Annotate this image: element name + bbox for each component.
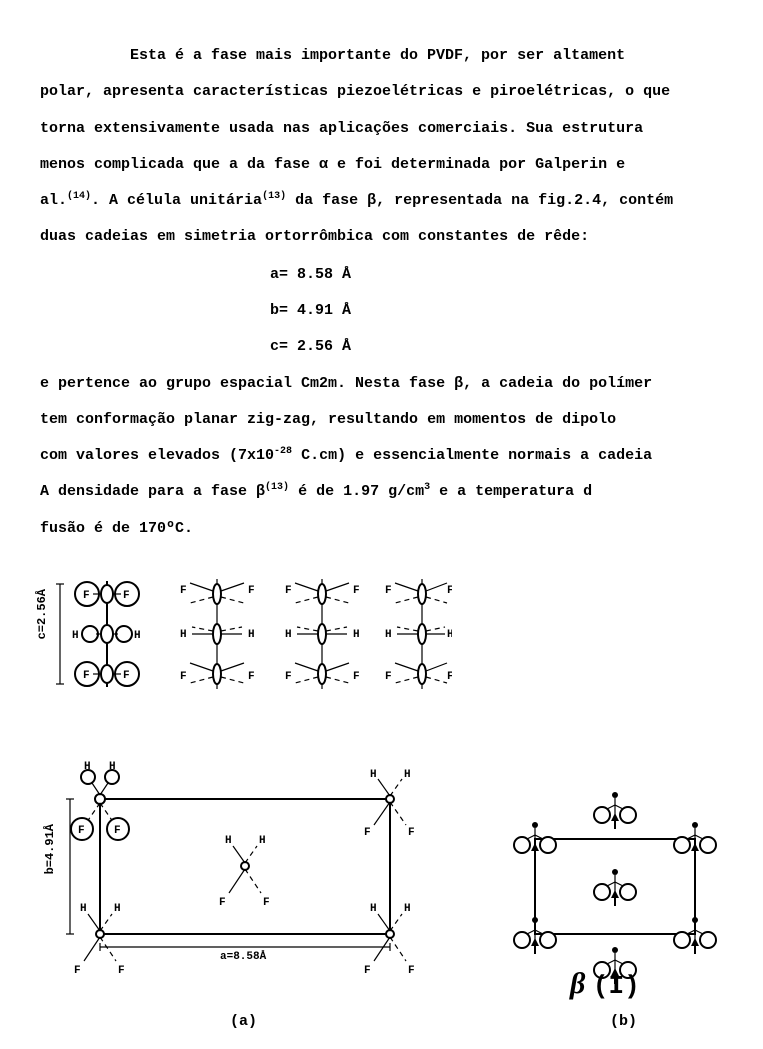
atom-F: F [263,897,270,909]
atom-F: F [353,671,360,683]
atom-F: F [83,670,90,682]
atom-H: H [180,629,187,641]
lattice-a: a= 8.58 Å [270,260,720,290]
beta-paren: (I) [593,971,640,1001]
text-frag: al. [40,192,67,209]
page: Esta é a fase mais importante do PVDF, p… [0,0,720,1049]
lattice-b: b= 4.91 Å [270,296,720,326]
para-1-line-6: duas cadeias em simetria ortorrômbica co… [40,221,720,253]
lattice-c: c= 2.56 Å [270,332,720,362]
atom-H: H [134,630,141,642]
atom-F: F [180,585,187,597]
para-1-line-4: menos complicada que a da fase α e foi d… [40,149,720,181]
atom-F: F [248,585,255,597]
atom-F: F [123,670,130,682]
atom-H: H [285,629,292,641]
text-frag: com valores elevados (7x10 [40,447,274,464]
figure-2-4: c=2.56Å F F H H [40,569,740,1029]
atom-H: H [84,761,91,773]
atom-H: H [370,903,377,915]
caption-b: (b) [610,1014,637,1029]
para-2-line-1: e pertence ao grupo espacial Cm2m. Nesta… [40,368,720,400]
atom-F: F [447,585,452,597]
atom-H: H [353,629,360,641]
text-frag: e a temperatura d [430,483,592,500]
text-frag: é de 1.97 g/cm [289,483,424,500]
atom-F: F [83,590,90,602]
b-axis-label: b=4.91Å [44,824,56,874]
atom-H: H [259,835,266,847]
atom-H: H [225,835,232,847]
atom-F: F [219,897,226,909]
chain-side-view: F F H H F F [52,569,452,699]
ref-14: (14) [67,191,91,202]
atom-F: F [364,965,371,977]
atom-H: H [109,761,116,773]
atom-F: F [78,825,85,837]
para-1-line-5: al.(14). A célula unitária(13) da fase β… [40,185,720,217]
atom-H: H [114,903,121,915]
text-frag: A densidade para a fase β [40,483,265,500]
unit-cell-top-view: a=8.58Å H H F F [60,759,430,1009]
para-2-line-3: com valores elevados (7x10-28 C.cm) e es… [40,440,720,472]
atom-F: F [385,671,392,683]
beta-phase-label: β (I) [570,969,640,999]
atom-F: F [248,671,255,683]
caption-a: (a) [230,1014,257,1029]
atom-F: F [118,965,125,977]
atom-F: F [353,585,360,597]
atom-H: H [248,629,255,641]
ref-13b: (13) [265,482,289,493]
atom-F: F [285,585,292,597]
beta-symbol: β [570,967,585,1000]
atom-F: F [285,671,292,683]
atom-F: F [408,827,415,839]
text-frag: C.cm) e essencialmente normais a cadeia [292,447,652,464]
atom-F: F [447,671,452,683]
beta-dipole-lattice [510,769,720,999]
c-axis-label: c=2.56Å [36,589,48,639]
para-1-line-3: torna extensivamente usada nas aplicaçõe… [40,113,720,145]
atom-H: H [80,903,87,915]
ref-13a: (13) [262,191,286,202]
atom-F: F [385,585,392,597]
para-2-line-5: fusão é de 170ºC. [40,513,720,545]
atom-F: F [180,671,187,683]
atom-H: H [404,903,411,915]
atom-H: H [404,769,411,781]
text-frag: . A célula unitária [91,192,262,209]
atom-F: F [74,965,81,977]
para-2-line-2: tem conformação planar zig-zag, resultan… [40,404,720,436]
atom-H: H [72,630,79,642]
para-1-line-1: Esta é a fase mais importante do PVDF, p… [40,40,720,72]
a-axis-label: a=8.58Å [220,950,267,963]
text-frag: da fase β, representada na fig.2.4, cont… [286,192,673,209]
atom-F: F [114,825,121,837]
atom-F: F [364,827,371,839]
para-2-line-4: A densidade para a fase β(13) é de 1.97 … [40,476,720,508]
atom-H: H [370,769,377,781]
exp-28: -28 [274,446,292,457]
atom-F: F [408,965,415,977]
atom-H: H [385,629,392,641]
atom-H: H [447,629,452,641]
para-1-line-2: polar, apresenta características piezoel… [40,76,720,108]
atom-F: F [123,590,130,602]
